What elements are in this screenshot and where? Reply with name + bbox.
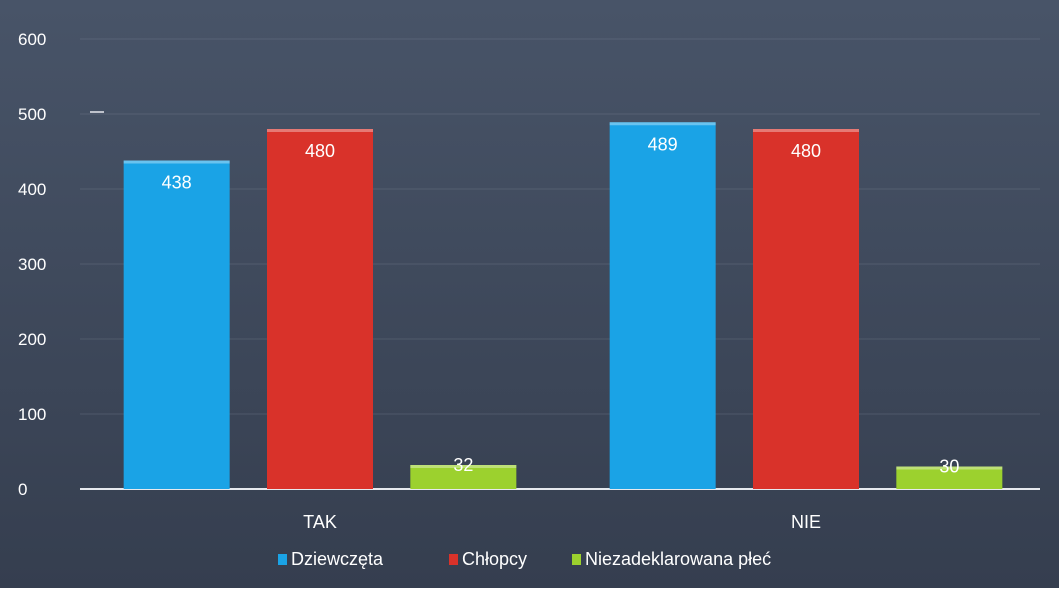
bar-tak-3 [410,465,517,489]
bar-highlight [753,129,859,132]
bar-nie-3 [896,466,1003,489]
y-tick-label: 300 [18,255,46,274]
bar-highlight [267,129,373,132]
legend: Dziewczęta Chłopcy Niezadeklarowana płeć [278,549,771,569]
axes: 0 100 200 300 400 500 600 TAK NIE [18,30,1040,532]
bars [123,122,1003,489]
y-tick-label: 0 [18,480,27,499]
x-category-label: NIE [791,512,821,532]
bar-highlight [609,122,716,126]
legend-label: Dziewczęta [291,549,384,569]
y-tick-label: 200 [18,330,46,349]
bar-nie-1 [609,122,716,489]
data-label: 489 [648,134,678,154]
y-tick-label: 600 [18,30,46,49]
data-label: 30 [939,457,959,477]
data-label: 32 [453,455,473,475]
bar-highlight [896,466,1003,470]
legend-swatch [449,554,458,565]
bar-tak-2 [267,129,373,489]
data-label: 438 [162,173,192,193]
bar-tak-1 [123,160,230,489]
bar-highlight [410,465,517,468]
y-tick-label: 500 [18,105,46,124]
legend-label: Chłopcy [462,549,527,569]
gridlines [80,38,1040,415]
y-tick-label: 400 [18,180,46,199]
legend-swatch [572,554,581,565]
data-labels: 438 480 32 489 480 30 [162,134,960,476]
legend-label: Niezadeklarowana płeć [585,549,771,569]
bar-nie-2 [753,129,859,489]
bar-highlight [123,160,230,164]
data-label: 480 [305,141,335,161]
x-category-label: TAK [303,512,337,532]
data-label: 480 [791,141,821,161]
y-tick-label: 100 [18,405,46,424]
legend-swatch [278,554,287,565]
